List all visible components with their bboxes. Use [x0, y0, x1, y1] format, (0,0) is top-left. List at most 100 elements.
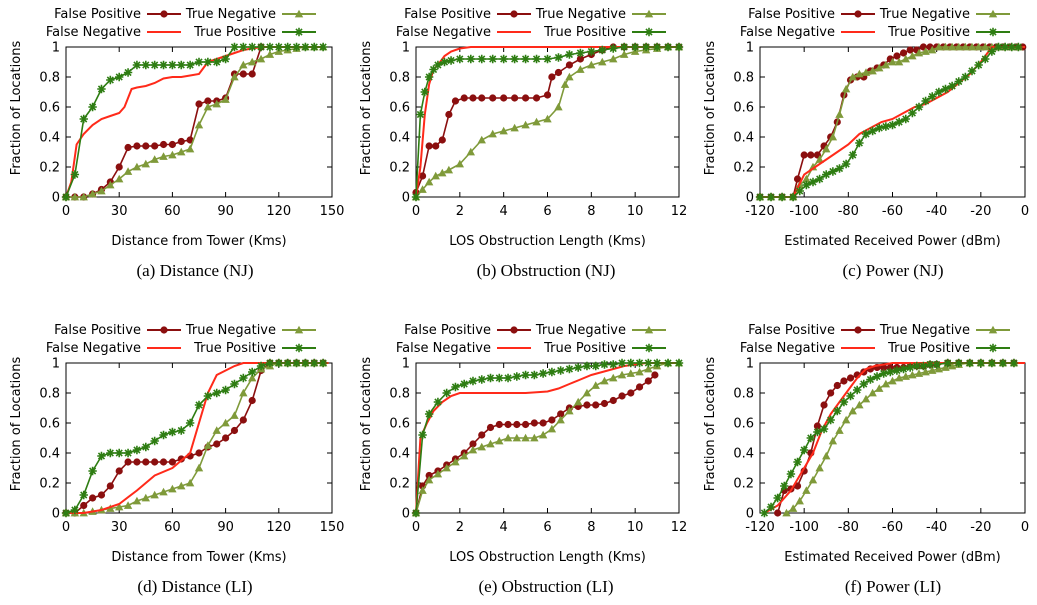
data-point	[310, 42, 319, 52]
plot-frame	[65, 46, 333, 198]
x-tick-label: 2	[456, 204, 464, 219]
data-point	[123, 68, 133, 77]
x-tick-label: 150	[320, 204, 345, 219]
series-true-positive	[411, 358, 684, 518]
y-tick-label: 0.4	[389, 447, 410, 462]
data-point	[133, 458, 141, 466]
y-tick-label: 0.2	[733, 477, 754, 492]
y-tick-label: 0	[402, 191, 410, 206]
data-point	[499, 54, 508, 64]
data-point	[230, 379, 239, 389]
y-tick-label: 0	[746, 191, 754, 206]
data-point	[921, 47, 930, 55]
x-tick-label: -120	[745, 204, 775, 219]
data-point	[828, 132, 838, 141]
data-point	[600, 360, 609, 369]
data-point	[554, 53, 563, 62]
data-point	[195, 449, 203, 457]
data-point	[901, 54, 910, 63]
x-tick-label: 0	[62, 520, 70, 535]
data-point	[478, 431, 486, 439]
y-tick-label: 0.2	[389, 161, 410, 176]
legend-marker	[854, 326, 862, 334]
data-point	[848, 72, 857, 81]
y-tick-label: 1	[52, 357, 60, 372]
data-point	[159, 60, 168, 70]
data-point	[626, 369, 635, 377]
data-point	[592, 401, 600, 409]
data-point	[886, 367, 895, 377]
x-tick-label: 90	[217, 520, 234, 535]
x-tick-label: 120	[266, 204, 291, 219]
x-tick-label: -20	[970, 520, 991, 535]
data-point	[451, 457, 460, 466]
data-point	[565, 61, 574, 69]
data-point	[591, 361, 600, 371]
data-point	[875, 384, 884, 392]
data-point	[151, 458, 159, 466]
data-point	[919, 361, 928, 371]
data-point	[547, 424, 557, 433]
x-tick-label: 10	[627, 520, 644, 535]
legend-label: False Positive	[748, 7, 835, 22]
data-point	[925, 360, 935, 369]
data-point	[512, 372, 522, 381]
data-point	[914, 48, 924, 57]
chart-panel-d: 0 0.2 0.4 0.6 0.8 1 0 30 60 90 120 150 Distance from…	[9, 323, 344, 596]
data-point	[921, 96, 930, 106]
data-point	[815, 463, 824, 472]
series-line	[415, 46, 679, 198]
data-point	[1007, 42, 1016, 52]
data-point	[777, 192, 787, 202]
data-point	[521, 120, 530, 129]
x-axis-label: Distance from Tower (Kms)	[111, 234, 286, 249]
data-point	[840, 377, 848, 385]
data-point	[433, 60, 443, 70]
data-point	[265, 42, 275, 52]
data-point	[908, 108, 917, 118]
data-point	[620, 50, 629, 58]
data-point	[802, 174, 811, 183]
data-point	[495, 373, 504, 383]
x-tick-label: -40	[926, 204, 947, 219]
data-point	[80, 501, 88, 510]
data-point	[928, 45, 937, 54]
y-tick-label: 0.6	[39, 417, 60, 432]
data-point	[61, 508, 71, 518]
y-axis-label: Fraction of Locations	[9, 357, 24, 492]
data-point	[894, 373, 904, 382]
y-tick-label: 0.8	[389, 387, 410, 402]
data-point	[652, 42, 662, 52]
data-point	[115, 72, 124, 82]
data-point	[554, 68, 563, 77]
data-point	[486, 373, 495, 383]
series-line	[415, 46, 679, 198]
data-point	[908, 370, 917, 379]
data-point	[906, 46, 914, 54]
y-tick-label: 1	[52, 41, 60, 56]
data-point	[203, 102, 213, 111]
legend-marker	[294, 27, 304, 37]
data-point	[576, 55, 584, 63]
data-point	[185, 478, 195, 487]
x-axis-label: Estimated Received Power (dBm)	[784, 550, 1001, 565]
legend-label: False Negative	[46, 341, 141, 356]
data-point	[576, 48, 585, 58]
data-point	[618, 392, 626, 400]
data-point	[150, 436, 159, 446]
x-tick-label: 12	[671, 520, 688, 535]
y-tick-label: 0.8	[733, 387, 754, 402]
legend-label: False Negative	[396, 25, 491, 40]
data-point	[318, 358, 328, 368]
data-point	[124, 458, 132, 466]
data-point	[433, 397, 443, 407]
y-tick-label: 0.4	[733, 131, 754, 146]
data-point	[928, 92, 937, 101]
data-point	[644, 358, 653, 368]
data-point	[846, 391, 855, 401]
y-tick-label: 0.6	[389, 101, 410, 116]
data-point	[941, 84, 950, 94]
data-point	[88, 189, 97, 198]
y-axis-label: Fraction of Locations	[703, 357, 718, 492]
